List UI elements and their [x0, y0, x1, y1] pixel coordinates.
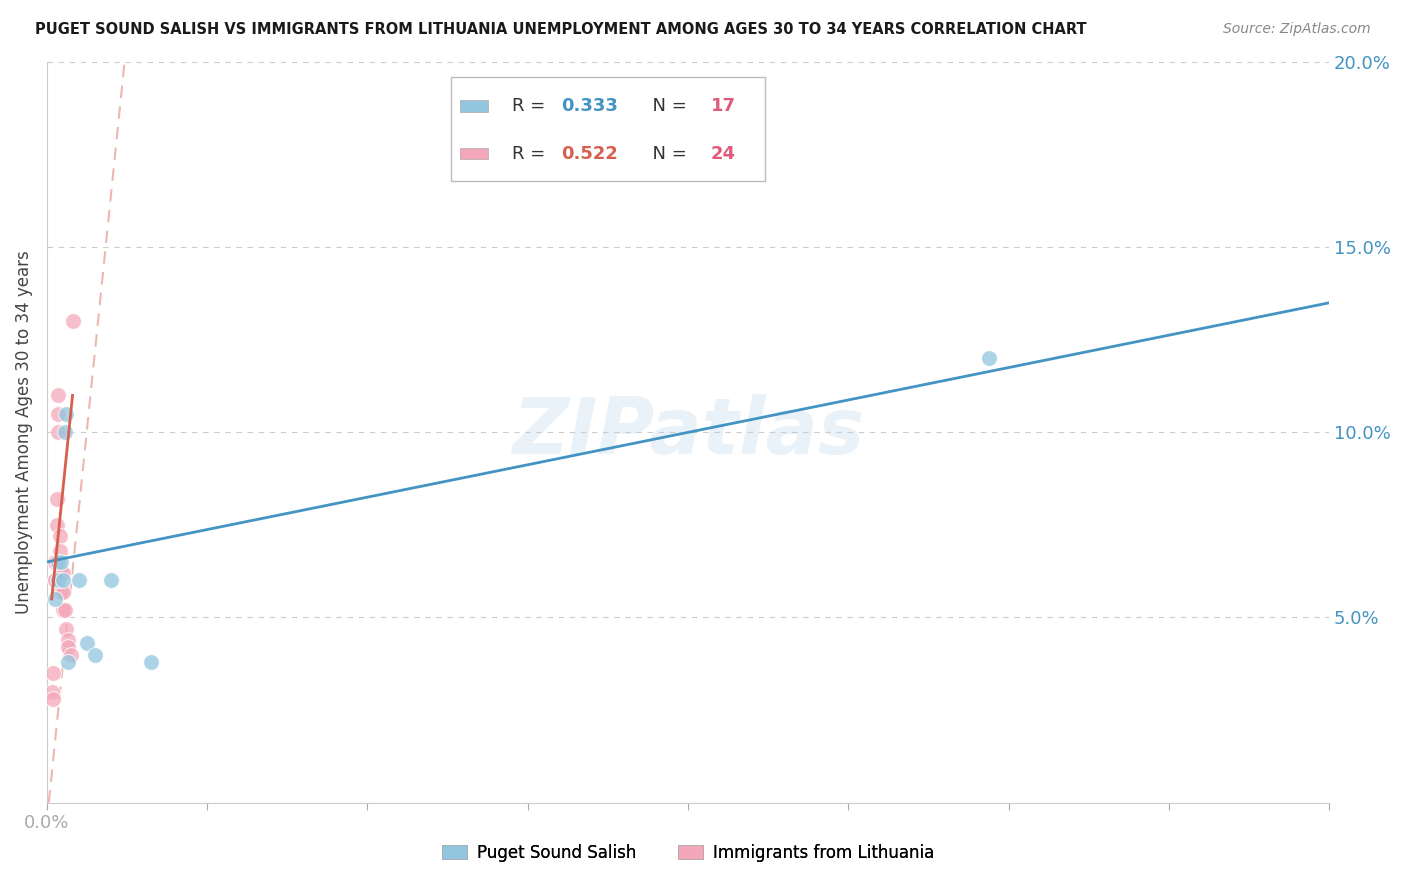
Y-axis label: Unemployment Among Ages 30 to 34 years: Unemployment Among Ages 30 to 34 years [15, 251, 32, 615]
Point [53, 425, 76, 440]
Text: 24: 24 [711, 145, 737, 162]
Point [51, 584, 73, 599]
Point [51, 566, 73, 580]
Text: N =: N = [641, 145, 692, 162]
Point [46, 407, 69, 421]
Point [76, 636, 98, 650]
Point [42, 666, 65, 681]
Text: R =: R = [512, 97, 551, 115]
Point [52, 603, 75, 617]
Point [48, 529, 70, 543]
Point [52, 574, 75, 588]
Point [53, 603, 76, 617]
Point [84, 648, 107, 662]
Point [42, 692, 65, 706]
FancyBboxPatch shape [451, 77, 765, 180]
Point [56, 640, 79, 654]
Point [46, 574, 69, 588]
FancyBboxPatch shape [460, 100, 488, 112]
Point [55, 622, 77, 636]
Point [56, 632, 79, 647]
Point [46, 388, 69, 402]
Point [46, 555, 69, 569]
Point [139, 655, 162, 669]
Text: N =: N = [641, 97, 692, 115]
Point [52, 566, 75, 580]
Point [44, 591, 66, 606]
Point [44, 555, 66, 569]
Point [56, 655, 79, 669]
Point [100, 574, 122, 588]
Point [46, 425, 69, 440]
Text: PUGET SOUND SALISH VS IMMIGRANTS FROM LITHUANIA UNEMPLOYMENT AMONG AGES 30 TO 34: PUGET SOUND SALISH VS IMMIGRANTS FROM LI… [35, 22, 1087, 37]
Point [44, 574, 66, 588]
Point [59, 648, 82, 662]
Point [45, 517, 67, 532]
Point [45, 491, 67, 506]
Text: 0.522: 0.522 [561, 145, 619, 162]
Point [52, 584, 75, 599]
Text: R =: R = [512, 145, 551, 162]
Point [55, 407, 77, 421]
Point [67, 574, 90, 588]
Point [51, 555, 73, 569]
Point [44, 574, 66, 588]
Point [41, 684, 63, 698]
Legend: Puget Sound Salish, Immigrants from Lithuania: Puget Sound Salish, Immigrants from Lith… [436, 837, 941, 868]
Text: Source: ZipAtlas.com: Source: ZipAtlas.com [1223, 22, 1371, 37]
FancyBboxPatch shape [460, 148, 488, 160]
Point [979, 351, 1001, 366]
Point [62, 314, 84, 328]
Text: 0.333: 0.333 [561, 97, 619, 115]
Point [48, 544, 70, 558]
Text: 17: 17 [711, 97, 737, 115]
Text: ZIPatlas: ZIPatlas [512, 394, 865, 470]
